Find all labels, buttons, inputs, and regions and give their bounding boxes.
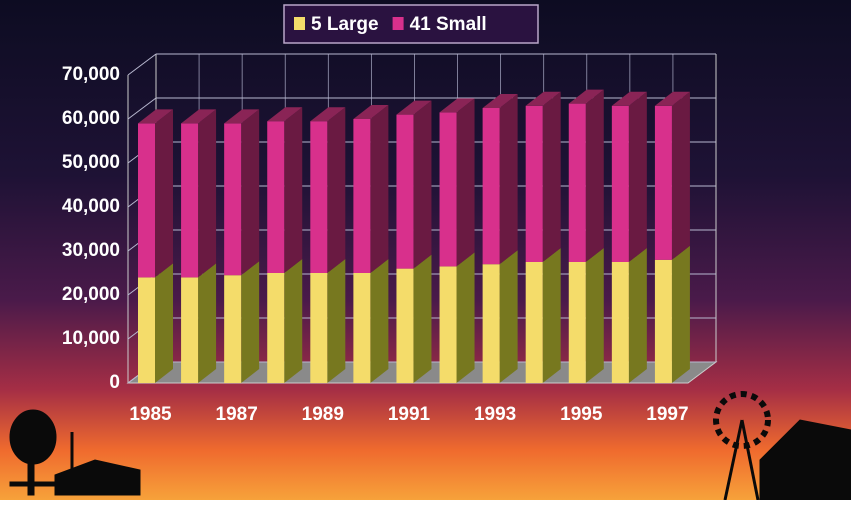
legend-label: 41 Small <box>410 14 487 35</box>
bar-side <box>198 109 217 278</box>
y-tick-label: 60,000 <box>62 108 120 129</box>
bar-side <box>628 91 647 262</box>
legend-label: 5 Large <box>311 14 379 35</box>
bar-side <box>327 107 346 273</box>
bar-top <box>396 100 432 115</box>
bar <box>396 114 414 269</box>
bar-side <box>542 248 561 383</box>
x-tick-label: 1985 <box>129 404 172 425</box>
bar-side <box>628 248 647 383</box>
y-tick-label: 20,000 <box>62 284 120 305</box>
bar <box>138 277 155 383</box>
legend-swatch <box>294 17 305 30</box>
bar <box>310 273 328 383</box>
bar-side <box>241 261 260 383</box>
bar <box>181 277 199 383</box>
y-tick-label: 10,000 <box>62 328 120 349</box>
bar <box>482 264 500 383</box>
x-tick-label: 1991 <box>388 404 431 425</box>
bar-side <box>327 259 346 383</box>
bar <box>611 262 629 383</box>
bar-side <box>499 250 518 383</box>
bar <box>267 121 285 273</box>
bar-top <box>654 91 690 106</box>
bar <box>482 108 500 265</box>
x-tick-label: 1997 <box>646 404 688 425</box>
bar-side <box>284 107 303 273</box>
bar-side <box>155 263 173 383</box>
bar-side <box>198 263 217 383</box>
bar-side <box>413 100 432 269</box>
bar <box>439 112 457 267</box>
bar <box>396 268 414 383</box>
bar-top <box>181 109 217 124</box>
grid-line <box>127 97 157 120</box>
bar-side <box>413 254 432 383</box>
tree-trunk <box>27 449 35 496</box>
legend-box <box>283 4 539 44</box>
bar <box>224 123 242 276</box>
bar-side <box>456 252 475 383</box>
bar-side <box>671 245 690 383</box>
bar-top <box>482 94 518 108</box>
bar <box>525 262 543 383</box>
bar-top <box>353 105 389 119</box>
bar <box>353 273 371 383</box>
y-tick-label: 70,000 <box>62 64 120 85</box>
silhouette <box>9 391 851 501</box>
grid-line <box>127 53 157 76</box>
legend-swatch <box>392 17 404 30</box>
bar-top <box>439 98 475 113</box>
bar <box>568 103 586 262</box>
bar-top <box>525 91 561 106</box>
bar <box>654 259 672 383</box>
bar <box>310 121 328 273</box>
bar <box>138 123 155 278</box>
x-tick-label: 1989 <box>302 404 344 425</box>
bar <box>267 273 285 383</box>
bar-side <box>499 94 518 265</box>
bar <box>353 119 371 273</box>
bar-side <box>585 248 604 383</box>
y-tick-label: 50,000 <box>62 152 120 173</box>
bar <box>224 275 242 383</box>
barn <box>759 419 851 501</box>
y-tick-label: 30,000 <box>62 240 120 261</box>
bar-side <box>671 91 690 260</box>
y-tick-label: 40,000 <box>62 196 120 217</box>
bar-side <box>284 259 303 383</box>
bar-top <box>568 89 604 104</box>
windmill-wheel <box>713 391 771 449</box>
bar-side <box>155 109 173 278</box>
x-tick-label: 1987 <box>216 404 258 425</box>
bar-top <box>310 107 346 122</box>
x-tick-label: 1995 <box>560 404 603 425</box>
bar-side <box>542 91 561 262</box>
bar <box>568 262 586 383</box>
legend: 5 Large 41 Small <box>283 4 539 44</box>
house <box>54 459 141 496</box>
y-tick-label: 0 <box>109 372 120 393</box>
bar <box>181 123 199 278</box>
bar-side <box>370 105 389 273</box>
bar-top <box>224 109 260 124</box>
bar <box>611 105 629 262</box>
bar-side <box>241 109 260 276</box>
bar-top <box>267 107 303 122</box>
bar <box>654 105 672 260</box>
x-tick-label: 1993 <box>474 404 516 425</box>
bar-side <box>370 259 389 383</box>
bar-top <box>611 91 647 106</box>
bar-side <box>585 89 604 262</box>
windmill-leg <box>723 419 744 501</box>
plot: 0 10,000 20,000 30,000 40,000 50,000 60,000 70,… <box>62 53 718 425</box>
bar-top <box>138 109 173 124</box>
bar <box>439 266 457 383</box>
bar <box>525 105 543 262</box>
windmill-leg <box>740 419 760 501</box>
bar-side <box>456 98 475 267</box>
